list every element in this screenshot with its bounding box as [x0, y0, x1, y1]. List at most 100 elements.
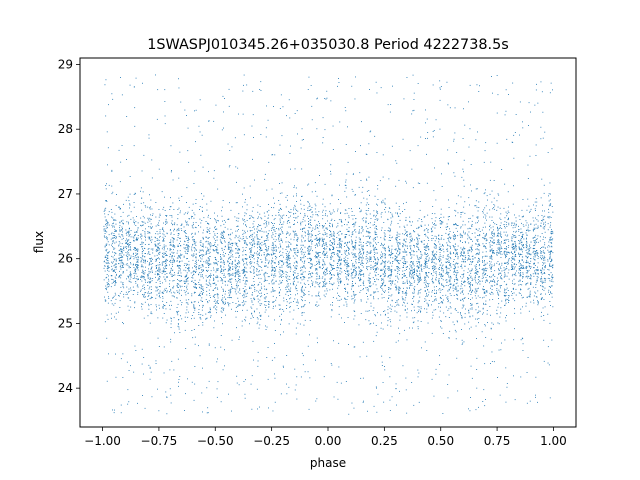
data-point — [210, 275, 211, 277]
data-point — [115, 219, 117, 221]
data-point — [302, 285, 303, 287]
data-point — [367, 296, 368, 297]
data-point — [271, 270, 272, 272]
data-point — [199, 305, 200, 307]
data-point-outlier — [294, 389, 296, 391]
data-point — [227, 245, 229, 247]
data-point — [264, 280, 266, 282]
data-point — [203, 254, 205, 256]
data-point — [285, 262, 287, 263]
data-point — [264, 275, 266, 277]
data-point — [112, 217, 114, 219]
data-point — [322, 240, 324, 242]
data-point — [194, 263, 196, 264]
data-point — [195, 257, 197, 259]
data-point-outlier — [375, 81, 377, 83]
data-point — [308, 291, 310, 292]
data-point — [384, 233, 386, 235]
data-point — [200, 288, 202, 290]
data-point — [370, 302, 372, 304]
data-point — [242, 271, 244, 273]
data-point — [286, 272, 288, 273]
data-point — [253, 262, 255, 264]
data-point — [118, 295, 120, 297]
data-point — [340, 273, 342, 275]
data-point — [243, 270, 245, 272]
data-point — [316, 268, 318, 269]
data-point — [245, 267, 247, 269]
data-point — [126, 243, 128, 245]
data-point — [208, 229, 210, 231]
data-point — [286, 263, 288, 265]
data-point — [326, 270, 328, 272]
data-point — [223, 289, 224, 291]
data-point — [120, 260, 122, 262]
data-point — [236, 287, 238, 289]
data-point — [214, 250, 216, 252]
data-point-outlier — [307, 371, 309, 373]
data-point — [144, 256, 146, 258]
data-point — [194, 284, 196, 286]
data-point — [265, 271, 267, 273]
data-point — [213, 238, 215, 240]
data-point — [351, 284, 353, 286]
data-point-outlier — [326, 90, 328, 92]
data-point — [245, 213, 247, 215]
data-point-outlier — [265, 127, 267, 129]
data-point — [362, 249, 364, 250]
data-point — [107, 260, 109, 262]
data-point — [206, 227, 208, 229]
data-point — [222, 237, 224, 239]
data-point — [194, 309, 196, 311]
data-point — [311, 234, 313, 236]
data-point — [365, 243, 367, 244]
data-point — [179, 285, 181, 287]
data-point — [215, 263, 217, 265]
data-point — [290, 297, 292, 299]
data-point — [235, 303, 237, 304]
data-point — [260, 286, 262, 288]
data-point — [325, 273, 327, 275]
data-point — [307, 215, 308, 217]
data-point — [340, 243, 342, 245]
data-point — [287, 266, 289, 268]
data-point — [214, 242, 216, 243]
data-point-outlier — [295, 384, 297, 386]
data-point — [339, 251, 340, 253]
data-point — [220, 265, 222, 266]
data-point — [128, 277, 129, 279]
data-point — [192, 243, 194, 245]
data-point — [144, 296, 146, 298]
data-point — [155, 216, 157, 218]
data-point — [273, 282, 275, 284]
data-point — [202, 269, 204, 271]
data-point-outlier — [323, 376, 325, 378]
data-point — [192, 203, 194, 205]
data-point — [374, 263, 376, 264]
data-point — [278, 209, 280, 211]
data-point — [140, 266, 142, 268]
data-point-outlier — [246, 84, 248, 86]
data-point — [156, 267, 157, 268]
data-point — [274, 231, 276, 232]
data-point — [296, 235, 298, 237]
data-point-outlier — [282, 365, 284, 367]
data-point — [149, 282, 151, 283]
data-point — [294, 257, 296, 259]
data-point — [243, 223, 244, 225]
data-point — [285, 237, 287, 238]
data-point — [137, 293, 139, 295]
data-point — [148, 238, 150, 240]
data-point — [366, 214, 368, 216]
data-point — [304, 251, 306, 253]
data-point — [235, 274, 236, 276]
data-point — [229, 244, 231, 245]
data-point — [176, 228, 178, 230]
data-point — [249, 262, 251, 263]
data-point — [373, 240, 375, 242]
data-point — [370, 281, 371, 283]
data-point — [292, 271, 294, 273]
data-point — [339, 270, 341, 272]
data-point — [134, 268, 136, 270]
data-point — [152, 252, 154, 254]
